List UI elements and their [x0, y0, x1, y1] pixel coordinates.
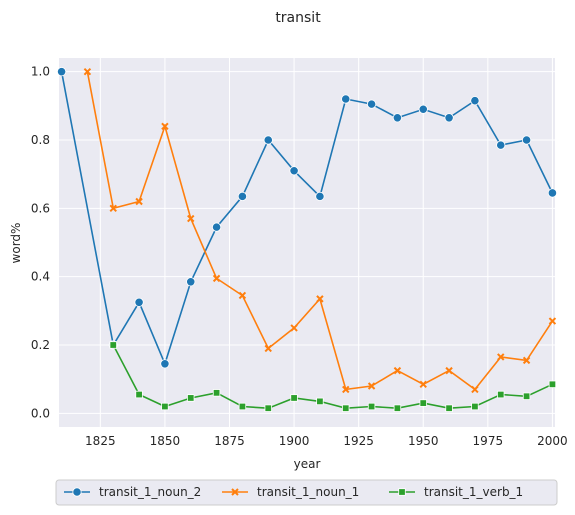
x-tick-label: 1900 — [279, 434, 310, 448]
legend-marker — [231, 488, 239, 496]
series-line — [112, 344, 553, 410]
data-point — [238, 402, 247, 411]
data-point — [366, 99, 377, 109]
data-point — [471, 402, 479, 411]
x-tick-label: 1875 — [214, 434, 245, 448]
data-point — [521, 135, 532, 145]
y-tick-label: 0.6 — [31, 201, 50, 215]
data-point — [367, 402, 376, 411]
data-point — [264, 404, 272, 412]
data-point — [471, 385, 479, 394]
y-tick-label: 0.0 — [31, 406, 50, 420]
y-axis-label: word% — [9, 223, 23, 264]
legend-item: transit_1_noun_2 — [64, 485, 201, 499]
data-point — [56, 67, 67, 77]
data-point — [187, 394, 195, 402]
y-tick-label: 0.8 — [31, 133, 50, 147]
data-point — [522, 392, 531, 400]
series-transit_1_verb_1 — [109, 341, 557, 412]
legend-item: transit_1_verb_1 — [389, 485, 523, 499]
data-point — [341, 94, 351, 104]
data-point — [187, 214, 195, 223]
data-point — [470, 96, 480, 106]
data-point — [445, 404, 453, 412]
data-point — [548, 380, 557, 388]
data-point — [290, 324, 298, 332]
y-tick-label: 0.4 — [31, 270, 50, 284]
chart-title: transit — [275, 10, 321, 26]
data-point — [264, 344, 272, 353]
data-point — [315, 191, 325, 201]
data-point — [342, 404, 350, 412]
legend-marker — [398, 488, 406, 496]
data-point — [211, 222, 222, 232]
legend: transit_1_noun_2 transit_1_noun_1 transit_… — [55, 479, 558, 506]
plot-area — [59, 58, 555, 427]
series-transit_1_noun_2 — [56, 67, 558, 369]
data-point — [161, 402, 169, 411]
legend-item: transit_1_noun_1 — [222, 485, 359, 499]
data-point — [342, 385, 350, 394]
data-point — [212, 389, 221, 397]
y-tick-label: 0.2 — [31, 338, 50, 352]
data-point — [135, 197, 143, 206]
data-point — [367, 382, 376, 390]
data-point — [83, 67, 92, 76]
data-point — [316, 295, 324, 303]
data-point — [497, 353, 505, 361]
data-point — [444, 113, 454, 123]
x-tick-label: 1925 — [343, 434, 374, 448]
grid — [59, 58, 555, 427]
data-point — [212, 274, 221, 283]
series-layer — [56, 67, 558, 412]
data-point — [237, 191, 248, 201]
legend-marker — [72, 487, 82, 497]
data-point — [109, 341, 117, 349]
data-point — [419, 399, 427, 407]
data-point — [290, 394, 298, 402]
data-point — [160, 359, 170, 369]
data-point — [393, 366, 402, 375]
data-point — [135, 390, 143, 399]
x-tick-label: 2000 — [537, 434, 568, 448]
data-point — [548, 317, 557, 325]
data-point — [393, 404, 402, 412]
legend-label: transit_1_noun_2 — [99, 485, 201, 499]
data-point — [289, 166, 299, 176]
data-point — [161, 122, 169, 131]
data-point — [134, 297, 144, 307]
x-tick-label: 1825 — [85, 434, 116, 448]
tick-labels: 1825 1850 1875 1900 1925 1950 1975 2000 0.0 0.2 0.… — [31, 65, 568, 448]
data-point — [238, 291, 247, 300]
data-point — [392, 113, 403, 123]
data-point — [419, 380, 427, 388]
data-point — [418, 104, 428, 114]
data-point — [316, 397, 324, 406]
data-point — [445, 366, 453, 375]
data-point — [497, 390, 505, 399]
x-tick-label: 1850 — [150, 434, 181, 448]
series-transit_1_noun_1 — [83, 67, 557, 394]
data-point — [522, 356, 531, 365]
x-axis-label: year — [294, 457, 321, 471]
legend-box — [55, 479, 558, 506]
legend-label: transit_1_verb_1 — [424, 485, 523, 499]
data-point — [186, 277, 196, 287]
data-point — [109, 204, 117, 213]
y-tick-label: 1.0 — [31, 65, 50, 79]
x-tick-label: 1950 — [408, 434, 439, 448]
x-tick-label: 1975 — [473, 434, 504, 448]
data-point — [263, 135, 273, 145]
data-point — [547, 188, 558, 198]
data-point — [496, 140, 506, 150]
legend-label: transit_1_noun_1 — [257, 485, 359, 499]
